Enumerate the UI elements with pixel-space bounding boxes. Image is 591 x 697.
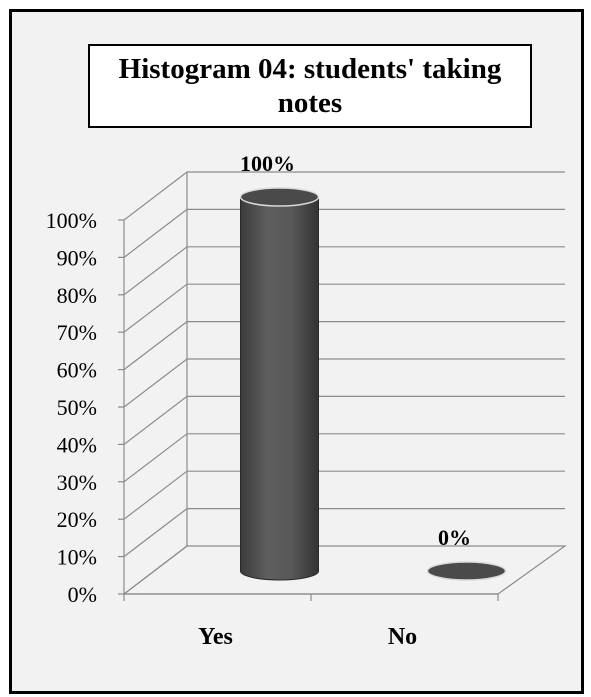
bar-top [239,187,320,207]
bar-top [426,561,507,581]
side-gridline [123,358,188,408]
y-tick-label: 70% [57,320,97,345]
side-gridline [123,171,188,221]
gridlines [122,171,567,595]
y-tick-label: 10% [57,545,97,570]
chart-title-box: Histogram 04: students' taking notes [88,44,532,128]
bar-body [240,196,319,581]
y-tick-label: 90% [57,245,97,270]
side-gridline [123,508,188,558]
y-tick-label: 0% [68,582,97,607]
y-tick-label: 60% [57,358,97,383]
data-label: 100% [240,151,295,176]
y-tick-label: 100% [46,208,97,233]
data-label: 0% [438,525,471,550]
y-tick-label: 50% [57,395,97,420]
y-tick-label: 40% [57,432,97,457]
side-gridline [123,321,188,371]
chart-title: Histogram 04: students' taking notes [118,53,502,119]
side-gridline [123,470,188,520]
bar-no [426,561,507,581]
x-tick-label: Yes [198,624,233,650]
side-gridline [123,283,188,333]
bars [239,187,507,581]
labels: 100% Yes 0% No [198,151,471,650]
side-gridline [123,395,188,445]
axes: 0% 10% 20% 30% 40% 50% 60% 70% 80% 90% 100% [46,208,499,607]
bar-yes [239,187,320,581]
y-tick-label: 30% [57,470,97,495]
side-gridline [123,433,188,483]
y-tick-label: 80% [57,283,97,308]
x-tick-label: No [388,624,417,650]
side-gridline [123,246,188,296]
side-gridline [123,208,188,258]
y-tick-label: 20% [57,507,97,532]
